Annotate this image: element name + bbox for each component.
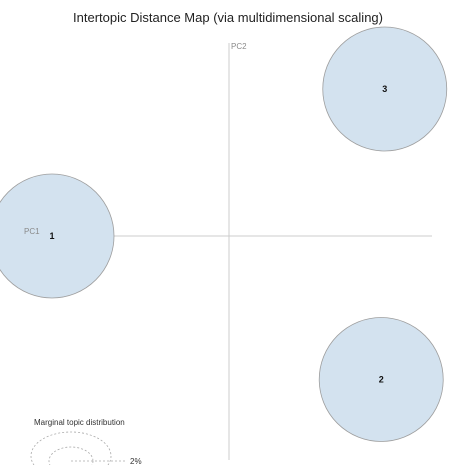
topic-label-1: 1: [49, 231, 54, 241]
chart-title: Intertopic Distance Map (via multidimens…: [73, 10, 383, 25]
topic-label-3: 3: [382, 84, 387, 94]
legend-circle-large: [30, 431, 112, 470]
topic-label-2: 2: [379, 375, 384, 385]
topic-bubble-2[interactable]: [318, 317, 444, 442]
legend-value-label: 2%: [130, 457, 142, 465]
marginal-distribution-legend: Marginal topic distribution 2%: [30, 418, 142, 470]
legend-circle-small: [48, 446, 94, 470]
topic-bubble-3[interactable]: [322, 26, 448, 152]
legend-title: Marginal topic distribution: [34, 418, 125, 427]
pc1-axis-label: PC1: [24, 227, 40, 236]
topic-bubble-1[interactable]: [0, 173, 115, 299]
pc2-axis-label: PC2: [231, 42, 247, 51]
topic-bubbles[interactable]: 1 2 3: [0, 26, 448, 442]
